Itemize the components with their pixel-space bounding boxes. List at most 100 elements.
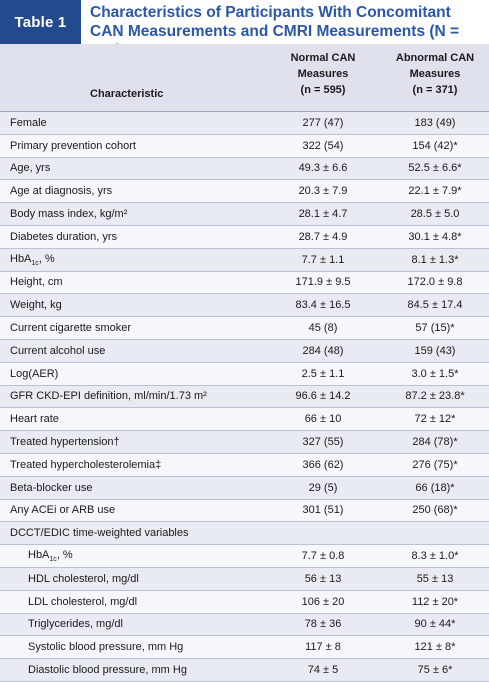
cell-abnormal: 183 (49) [414,116,456,129]
cell-normal: 28.7 ± 4.9 [298,230,348,243]
table-body: Female 277 (47) 183 (49) Primary prevention… [0,112,489,682]
cell-normal: 277 (47) [302,116,344,129]
row-label: Log(AER) [10,367,59,380]
cell-normal: 2.5 ± 1.1 [301,367,345,380]
table-row: Primary prevention cohort 322 (54) 154 (42… [0,134,489,158]
cell-abnormal: 276 (75)* [412,458,458,471]
cell-abnormal: 28.5 ± 5.0 [410,208,460,221]
table-row: Any ACEi or ARB use 301 (51) 250 (68)* [0,499,489,523]
table-row: Systolic blood pressure, mm Hg 117 ± 8 121… [0,636,489,660]
cell-abnormal: 154 (42)* [412,139,458,152]
table-header: Table 1 Characteristics of Participants … [0,0,489,59]
table-row: Triglycerides, mg/dl 78 ± 36 90 ± 44* [0,613,489,637]
row-label: Current alcohol use [10,344,106,357]
row-label: Body mass index, kg/m² [10,208,128,221]
row-label: Age, yrs [10,162,51,175]
table-row: Age at diagnosis, yrs 20.3 ± 7.9 22.1 ± 7.… [0,180,489,204]
row-label: Treated hypercholesterolemia‡ [10,458,162,471]
cell-normal: 96.6 ± 14.2 [295,390,351,403]
cell-normal: 327 (55) [302,436,344,449]
table-column-headers: Characteristic Normal CAN Measures (n = … [0,44,489,112]
cell-abnormal: 112 ± 20* [411,595,459,608]
cell-abnormal: 52.5 ± 6.6* [408,162,462,175]
row-label: LDL cholesterol, mg/dl [28,595,138,608]
table-row: Weight, kg 83.4 ± 16.5 84.5 ± 17.4 [0,294,489,318]
column-header-abnormal-line3: (n = 371) [412,84,458,96]
table-row: Height, cm 171.9 ± 9.5 172.0 ± 9.8 [0,271,489,295]
row-label: Treated hypertension† [10,436,120,449]
row-label: Heart rate [10,413,59,426]
table-row: Log(AER) 2.5 ± 1.1 3.0 ± 1.5* [0,362,489,386]
cell-normal: 366 (62) [302,458,344,471]
table-row: Current alcohol use 284 (48) 159 (43) [0,339,489,363]
cell-normal: 171.9 ± 9.5 [295,276,351,289]
cell-abnormal: 172.0 ± 9.8 [407,276,463,289]
cell-normal: 29 (5) [308,481,338,494]
cell-abnormal: 284 (78)* [412,436,458,449]
cell-abnormal: 159 (43) [414,344,456,357]
cell-normal: 20.3 ± 7.9 [298,185,348,198]
cell-normal: 106 ± 20 [301,595,345,608]
table-row: Treated hypertension† 327 (55) 284 (78)* [0,431,489,454]
cell-normal: 301 (51) [302,504,344,517]
cell-abnormal: 121 ± 8* [414,641,456,654]
table-row: HbA1c, % 7.7 ± 0.8 8.3 ± 1.0* [0,545,489,568]
cell-abnormal: 8.3 ± 1.0* [411,550,459,563]
column-header-normal-line1: Normal CAN [290,52,356,64]
column-header-characteristic: Characteristic [90,88,164,100]
column-header-normal-line3: (n = 595) [300,84,346,96]
table-row: DCCT/EDIC time-weighted variables [0,522,489,546]
column-header-normal: Normal CAN Measures (n = 595) [268,50,378,98]
table-row: Body mass index, kg/m² 28.1 ± 4.7 28.5 ± 5… [0,203,489,226]
row-label: Systolic blood pressure, mm Hg [28,641,184,654]
column-header-abnormal: Abnormal CAN Measures (n = 371) [380,50,489,98]
cell-abnormal: 55 ± 13 [416,572,454,585]
cell-normal: 284 (48) [302,344,344,357]
cell-abnormal: 3.0 ± 1.5* [411,367,459,380]
table-row: Heart rate 66 ± 10 72 ± 12* [0,408,489,432]
table-row: HDL cholesterol, mg/dl 56 ± 13 55 ± 13 [0,567,489,591]
cell-abnormal: 72 ± 12* [414,413,456,426]
cell-normal: 28.1 ± 4.7 [298,208,348,221]
row-label: Primary prevention cohort [10,139,136,152]
row-label: Height, cm [10,276,63,289]
row-label: HbA1c, % [10,252,55,267]
cell-abnormal: 57 (15)* [415,322,455,335]
cell-normal: 74 ± 5 [307,664,339,677]
table-row: Female 277 (47) 183 (49) [0,112,489,135]
cell-normal: 322 (54) [302,139,344,152]
column-header-abnormal-line2: Measures [409,68,461,80]
row-label: Weight, kg [10,299,62,312]
table-row: HbA1c, % 7.7 ± 1.1 8.1 ± 1.3* [0,248,489,272]
row-label: Beta-blocker use [10,481,93,494]
cell-normal: 83.4 ± 16.5 [295,299,351,312]
table-row: LDL cholesterol, mg/dl 106 ± 20 112 ± 20* [0,590,489,614]
cell-abnormal: 250 (68)* [412,504,458,517]
cell-abnormal: 66 (18)* [415,481,455,494]
cell-normal: 78 ± 36 [304,618,342,631]
column-header-abnormal-line1: Abnormal CAN [395,52,475,64]
row-label: Female [10,116,47,129]
row-label: Age at diagnosis, yrs [10,185,113,198]
cell-normal: 49.3 ± 6.6 [298,162,348,175]
table-row: Current cigarette smoker 45 (8) 57 (15)* [0,317,489,340]
row-label: Any ACEi or ARB use [10,504,116,517]
cell-abnormal: 84.5 ± 17.4 [407,299,463,312]
cell-abnormal: 75 ± 6* [417,664,453,677]
cell-normal: 117 ± 8 [305,641,341,654]
cell-normal: 56 ± 13 [304,572,342,585]
cell-abnormal: 8.1 ± 1.3* [411,253,459,266]
row-label: HbA1c, % [28,548,73,564]
row-label: Diastolic blood pressure, mm Hg [28,664,187,677]
row-label: Diabetes duration, yrs [10,230,117,243]
data-table: Characteristic Normal CAN Measures (n = … [0,44,489,682]
row-label: HDL cholesterol, mg/dl [28,572,139,585]
row-label: GFR CKD-EPI definition, ml/min/1.73 m² [10,390,207,403]
cell-abnormal: 30.1 ± 4.8* [408,230,462,243]
table-row: Diabetes duration, yrs 28.7 ± 4.9 30.1 ± 4… [0,225,489,249]
cell-abnormal: 22.1 ± 7.9* [408,185,462,198]
row-label: DCCT/EDIC time-weighted variables [10,527,189,540]
column-header-normal-line2: Measures [297,68,349,80]
table-row: GFR CKD-EPI definition, ml/min/1.73 m² 96… [0,385,489,409]
